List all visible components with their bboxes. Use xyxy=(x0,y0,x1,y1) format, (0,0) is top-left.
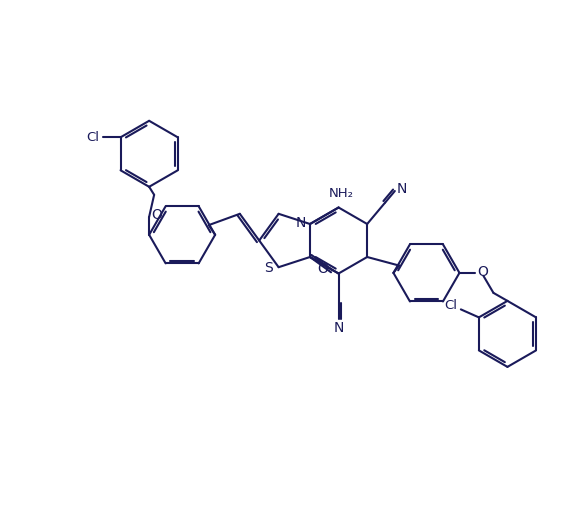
Text: NH₂: NH₂ xyxy=(329,187,354,200)
Text: S: S xyxy=(264,261,273,275)
Text: Cl: Cl xyxy=(445,299,457,312)
Text: Cl: Cl xyxy=(86,131,99,144)
Text: N: N xyxy=(333,321,344,335)
Text: O: O xyxy=(317,262,328,276)
Text: O: O xyxy=(152,208,162,222)
Text: O: O xyxy=(477,265,488,279)
Text: N: N xyxy=(397,182,407,196)
Text: N: N xyxy=(296,216,306,230)
